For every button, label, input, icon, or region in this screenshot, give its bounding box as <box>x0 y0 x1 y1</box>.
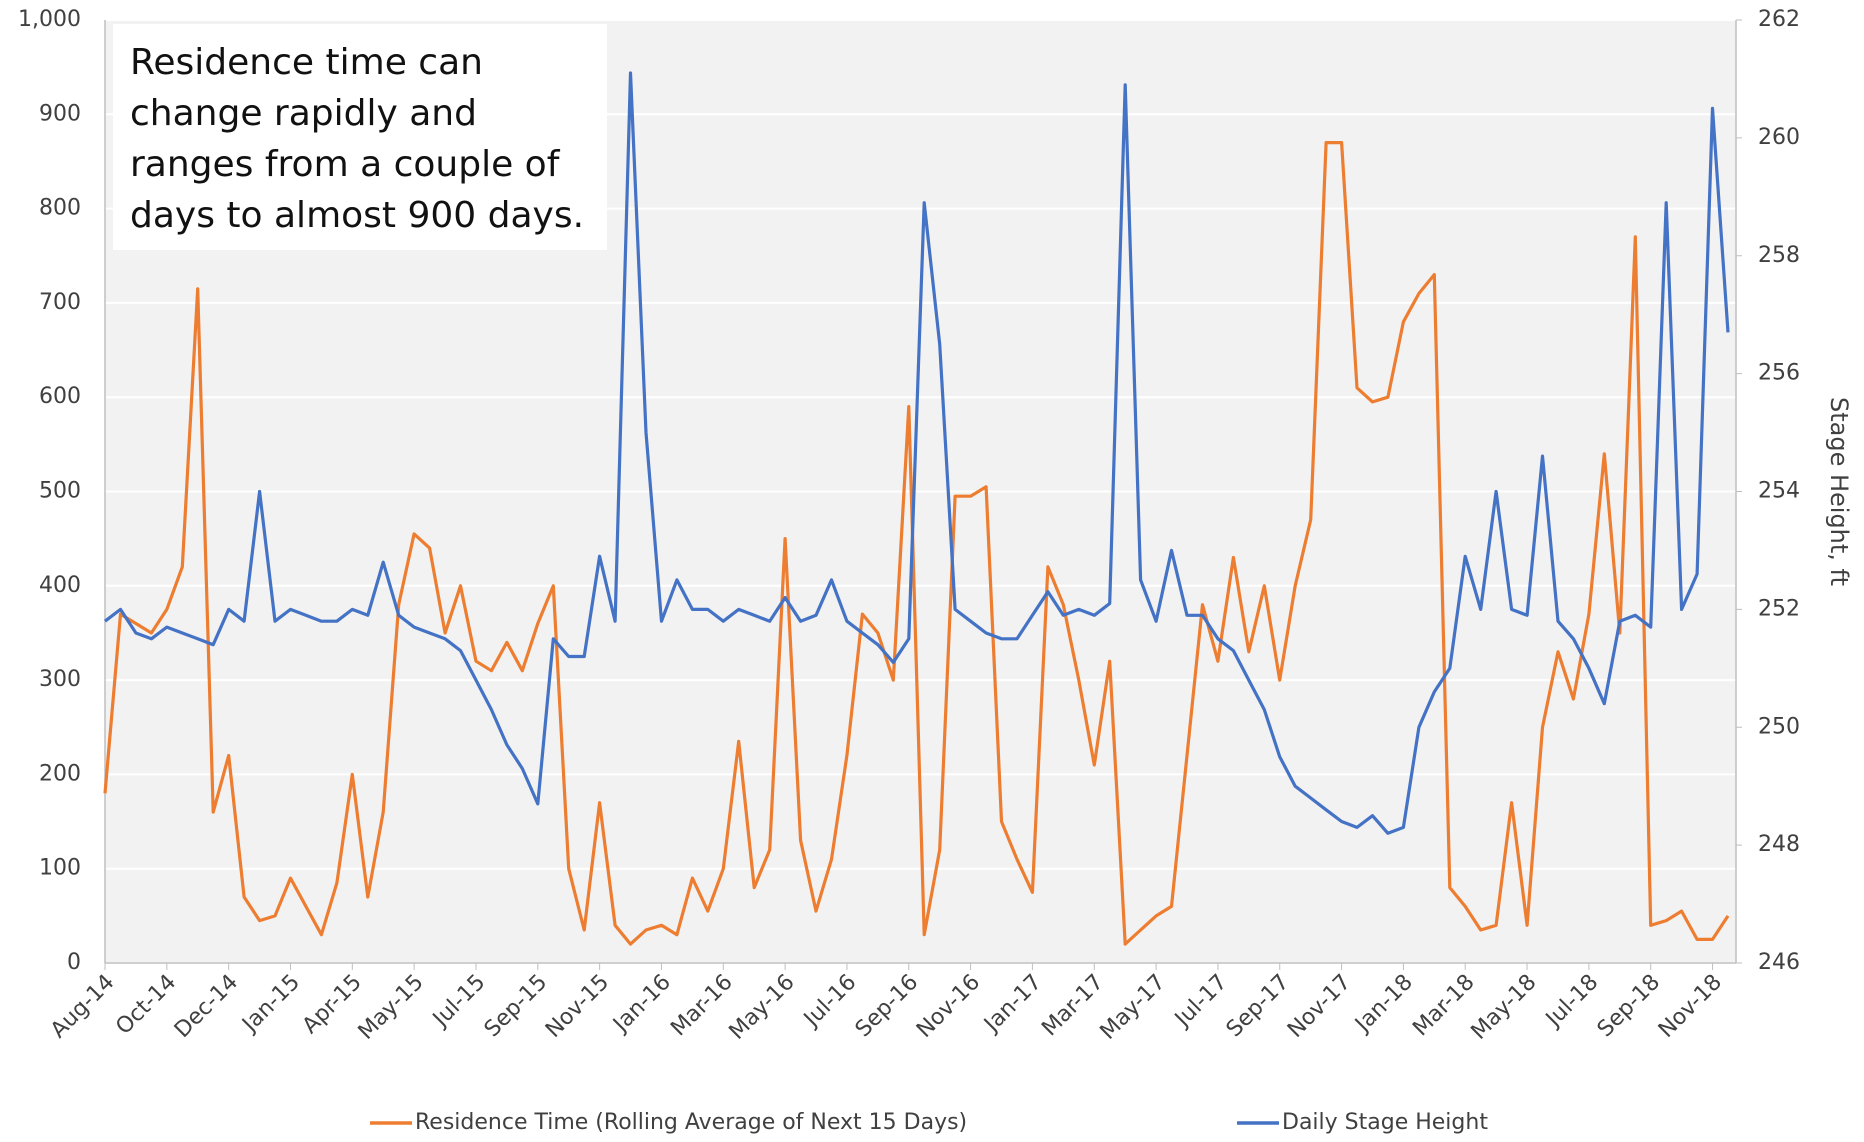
y-tick-label: 600 <box>39 384 81 409</box>
y2-tick-label: 250 <box>1758 714 1800 739</box>
y2-tick-label: 248 <box>1758 832 1800 857</box>
series-line <box>104 71 1730 835</box>
x-tick-label: Sep-16 <box>851 970 923 1042</box>
x-tick-label: Jan-15 <box>236 970 304 1038</box>
annotation-box <box>113 24 607 250</box>
x-tick-label: Sep-17 <box>1222 970 1294 1042</box>
annotation-text: days to almost 900 days. <box>130 195 584 236</box>
x-tick-label: Nov-17 <box>1283 970 1356 1043</box>
x-tick-label: Dec-14 <box>170 970 243 1043</box>
legend-label: Daily Stage Height <box>1282 1110 1488 1135</box>
y2-tick-label: 252 <box>1758 596 1800 621</box>
legend-label: Residence Time (Rolling Average of Next … <box>415 1110 967 1135</box>
y2-tick-label: 246 <box>1758 950 1800 975</box>
y-tick-label: 400 <box>39 573 81 598</box>
x-tick-label: Jan-16 <box>607 970 675 1038</box>
y2-tick-label: 256 <box>1758 361 1800 386</box>
y-tick-label: 200 <box>39 761 81 786</box>
x-tick-label: May-15 <box>354 970 429 1045</box>
y-tick-label: 100 <box>39 856 81 881</box>
y-tick-label: 500 <box>39 479 81 504</box>
y-tick-label: 0 <box>67 950 81 975</box>
y-tick-label: 700 <box>39 290 81 315</box>
y2-tick-label: 260 <box>1758 125 1800 150</box>
annotation-text: Residence time can <box>130 42 483 83</box>
x-tick-label: Sep-18 <box>1593 970 1665 1042</box>
x-tick-label: Nov-15 <box>541 970 614 1043</box>
x-tick-label: May-18 <box>1467 970 1542 1045</box>
y2-axis-title: Stage Height, ft <box>1825 397 1853 586</box>
annotation-text: change rapidly and <box>130 93 477 134</box>
y2-tick-label: 254 <box>1758 479 1800 504</box>
x-tick-label: Jan-17 <box>978 970 1046 1038</box>
y2-tick-label: 258 <box>1758 243 1800 268</box>
y-tick-label: 800 <box>39 196 81 221</box>
x-tick-label: Nov-16 <box>912 970 985 1043</box>
y-tick-label: 300 <box>39 667 81 692</box>
x-tick-label: Jan-18 <box>1349 970 1417 1038</box>
annotation-text: ranges from a couple of <box>130 144 561 185</box>
x-tick-label: May-17 <box>1096 970 1171 1045</box>
y2-tick-label: 262 <box>1758 7 1800 32</box>
x-tick-label: Aug-14 <box>46 970 119 1043</box>
x-tick-label: May-16 <box>725 970 800 1045</box>
series-line <box>103 141 1730 946</box>
y-tick-label: 1,000 <box>18 7 81 32</box>
y-tick-label: 900 <box>39 101 81 126</box>
x-tick-label: Nov-18 <box>1654 970 1727 1043</box>
x-tick-label: Sep-15 <box>480 970 552 1042</box>
x-tick-label: Oct-14 <box>111 970 181 1040</box>
